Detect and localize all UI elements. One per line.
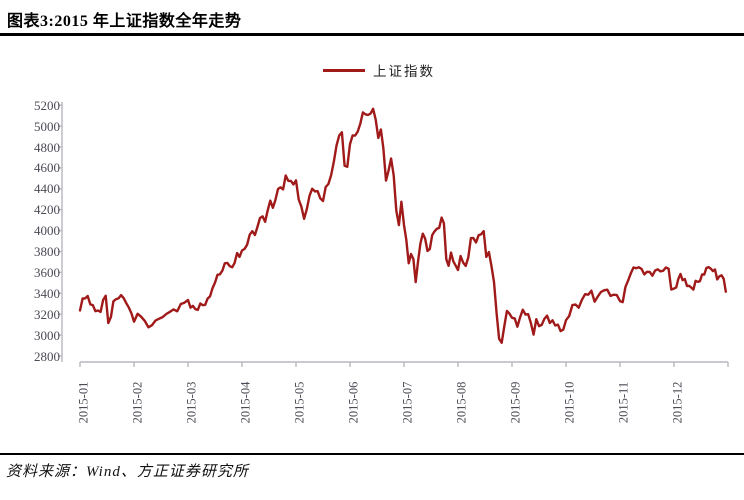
- x-axis-tick-label: 2015-03: [184, 381, 199, 424]
- x-axis-tick-label: 2015-07: [400, 381, 415, 424]
- x-axis-tick-label: 2015-12: [670, 381, 685, 424]
- y-axis-tick-label: 4200: [34, 202, 60, 218]
- x-axis-tick-label: 2015-08: [454, 381, 469, 424]
- x-axis-tick-label: 2015-09: [508, 381, 523, 424]
- legend-label: 上证指数: [373, 64, 435, 79]
- legend: 上证指数: [323, 60, 435, 80]
- x-axis-tick-label: 2015-10: [562, 381, 577, 424]
- y-axis-tick-label: 4600: [34, 160, 60, 176]
- y-axis-tick-label: 4000: [34, 223, 60, 239]
- y-axis-tick-label: 4800: [34, 139, 60, 155]
- x-axis-tick-label: 2015-04: [238, 381, 253, 424]
- x-axis-tick-label: 2015-06: [346, 381, 361, 424]
- y-axis-tick-label: 3600: [34, 264, 60, 280]
- y-axis-tick-label: 3800: [34, 244, 60, 259]
- title-divider: [0, 33, 744, 36]
- footer-divider: [0, 453, 744, 455]
- y-axis-tick-label: 3200: [34, 306, 60, 322]
- y-axis-tick-label: 2800: [34, 348, 60, 364]
- x-axis-tick-label: 2015-11: [616, 381, 631, 424]
- y-axis-tick-label: 5200: [34, 97, 60, 113]
- x-axis-tick-label: 2015-01: [76, 381, 91, 424]
- figure-title: 图表3:2015 年上证指数全年走势: [7, 13, 242, 30]
- data-source: 资料来源：Wind、方正证券研究所: [6, 464, 249, 480]
- x-axis-tick-label: 2015-05: [292, 381, 307, 424]
- y-axis-tick-label: 4400: [34, 181, 60, 197]
- y-axis-tick-label: 3400: [34, 285, 60, 301]
- legend-line-swatch: [323, 68, 365, 72]
- y-axis-tick-label: 5000: [34, 118, 60, 134]
- y-axis-tick-label: 3000: [34, 327, 60, 343]
- x-axis-tick-label: 2015-02: [130, 381, 145, 424]
